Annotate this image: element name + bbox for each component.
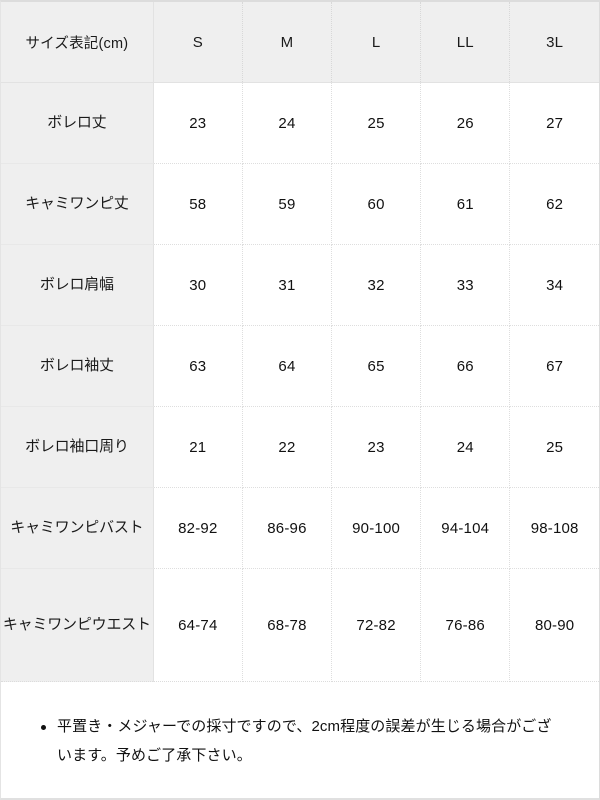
- cell-value: 33: [420, 244, 511, 326]
- cell-value: 60: [331, 163, 422, 245]
- cell-value: 26: [420, 82, 511, 164]
- row-label: ボレロ肩幅: [1, 244, 154, 326]
- cell-value: 67: [509, 325, 599, 407]
- column-header-ll: LL: [420, 2, 511, 83]
- table-row: キャミワンピバスト 82-92 86-96 90-100 94-104 98-1…: [1, 487, 599, 569]
- column-header-measurement: サイズ表記(cm): [1, 2, 154, 83]
- cell-value: 59: [242, 163, 333, 245]
- table-row: ボレロ肩幅 30 31 32 33 34: [1, 244, 599, 326]
- cell-value: 82-92: [153, 487, 243, 569]
- cell-value: 72-82: [331, 568, 422, 682]
- cell-value: 23: [153, 82, 243, 164]
- column-header-m: M: [242, 2, 333, 83]
- row-label: キャミワンピウエスト: [1, 568, 154, 682]
- column-header-l: L: [331, 2, 422, 83]
- cell-value: 24: [242, 82, 333, 164]
- cell-value: 63: [153, 325, 243, 407]
- row-label: キャミワンピバスト: [1, 487, 154, 569]
- cell-value: 66: [420, 325, 511, 407]
- cell-value: 25: [509, 406, 599, 488]
- cell-value: 64: [242, 325, 333, 407]
- cell-value: 25: [331, 82, 422, 164]
- table-row: ボレロ袖口周り 21 22 23 24 25: [1, 406, 599, 488]
- column-header-s: S: [153, 2, 243, 83]
- table-body: ボレロ丈 23 24 25 26 27 キャミワンピ丈 58 59 60 61 …: [1, 82, 599, 682]
- cell-value: 23: [331, 406, 422, 488]
- column-header-3l: 3L: [509, 2, 599, 83]
- row-label: キャミワンピ丈: [1, 163, 154, 245]
- cell-value: 27: [509, 82, 599, 164]
- table-row: キャミワンピ丈 58 59 60 61 62: [1, 163, 599, 245]
- cell-value: 22: [242, 406, 333, 488]
- table-row: キャミワンピウエスト 64-74 68-78 72-82 76-86 80-90: [1, 568, 599, 682]
- row-label: ボレロ丈: [1, 82, 154, 164]
- footnote-list: 平置き・メジャーでの採寸ですので、2cm程度の誤差が生じる場合がございます。予め…: [35, 712, 565, 771]
- cell-value: 94-104: [420, 487, 511, 569]
- cell-value: 58: [153, 163, 243, 245]
- table-row: ボレロ袖丈 63 64 65 66 67: [1, 325, 599, 407]
- cell-value: 32: [331, 244, 422, 326]
- row-label: ボレロ袖口周り: [1, 406, 154, 488]
- cell-value: 24: [420, 406, 511, 488]
- cell-value: 68-78: [242, 568, 333, 682]
- footnote-item: 平置き・メジャーでの採寸ですので、2cm程度の誤差が生じる場合がございます。予め…: [41, 712, 565, 771]
- header-row: サイズ表記(cm) S M L LL 3L: [1, 2, 599, 83]
- cell-value: 62: [509, 163, 599, 245]
- size-chart-table: サイズ表記(cm) S M L LL 3L ボレロ丈 23 24 25 26 2…: [1, 2, 599, 682]
- cell-value: 86-96: [242, 487, 333, 569]
- cell-value: 34: [509, 244, 599, 326]
- cell-value: 65: [331, 325, 422, 407]
- cell-value: 64-74: [153, 568, 243, 682]
- cell-value: 61: [420, 163, 511, 245]
- cell-value: 80-90: [509, 568, 599, 682]
- table-header: サイズ表記(cm) S M L LL 3L: [1, 2, 599, 83]
- cell-value: 90-100: [331, 487, 422, 569]
- footnote-area: 平置き・メジャーでの採寸ですので、2cm程度の誤差が生じる場合がございます。予め…: [1, 682, 599, 798]
- row-label: ボレロ袖丈: [1, 325, 154, 407]
- table-row: ボレロ丈 23 24 25 26 27: [1, 82, 599, 164]
- footnote-text: 平置き・メジャーでの採寸ですので、2cm程度の誤差が生じる場合がございます。予め…: [57, 718, 552, 765]
- bullet-icon: [41, 725, 46, 730]
- cell-value: 98-108: [509, 487, 599, 569]
- cell-value: 76-86: [420, 568, 511, 682]
- cell-value: 21: [153, 406, 243, 488]
- cell-value: 30: [153, 244, 243, 326]
- cell-value: 31: [242, 244, 333, 326]
